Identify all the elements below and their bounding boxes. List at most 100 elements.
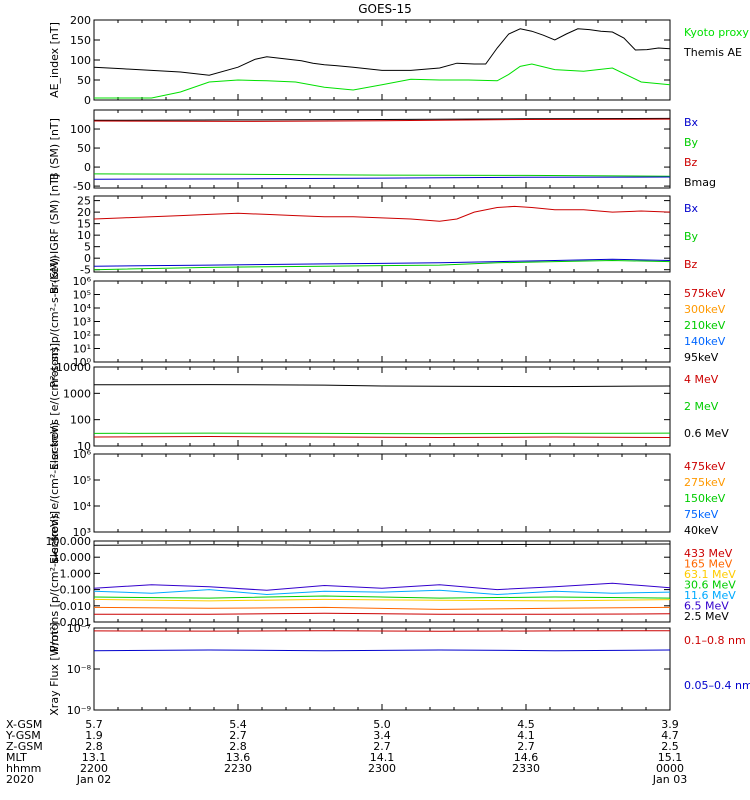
y-tick-label: 50 bbox=[77, 142, 91, 155]
y-axis-label: AE_index [nT] bbox=[48, 22, 61, 98]
y-tick-label: 10⁶ bbox=[73, 275, 92, 288]
series-2-mev bbox=[93, 432, 671, 435]
y-tick-label: 10⁵ bbox=[73, 474, 91, 487]
legend-475kev: 475keV bbox=[684, 460, 726, 473]
series-kyoto-proxy-ae bbox=[94, 63, 671, 99]
panel-0: 0 50 100 150 200 AE_index [nT] Kyoto proxy AE T… bbox=[48, 14, 750, 107]
legend-0-05-0-4-nm: 0.05–0.4 nm bbox=[684, 679, 750, 692]
x-row-label: hhmm bbox=[6, 762, 41, 775]
y-axis-label: B (SM)-IGRF (SM) [nT] bbox=[48, 174, 61, 294]
series-themis-ae bbox=[93, 28, 671, 76]
x-row-value: 3.4 bbox=[373, 729, 391, 742]
y-tick-label: 20 bbox=[77, 206, 91, 219]
y-tick-label: 100 bbox=[70, 123, 91, 136]
series-165-mev bbox=[93, 606, 671, 610]
legend-0-6-mev: 0.6 MeV bbox=[684, 427, 729, 440]
series-bx bbox=[93, 258, 671, 267]
series-0-1-0-8-nm bbox=[93, 630, 671, 632]
panel-frame bbox=[93, 627, 671, 711]
y-axis-label: Protons [p/(cm²-s-sr-keV)] bbox=[48, 511, 61, 652]
x-row-value: 5.4 bbox=[229, 718, 247, 731]
x-row-value: 13.6 bbox=[226, 751, 251, 764]
x-row-label: Y-GSM bbox=[5, 729, 41, 742]
legend-bx: Bx bbox=[684, 202, 699, 215]
y-tick-label: 10.000 bbox=[53, 551, 92, 564]
legend-2: Bx By Bz bbox=[684, 202, 699, 271]
y-axis-label: Electrons e/(cm²-s-sr-keV) bbox=[48, 422, 61, 564]
y-tick-label: 0 bbox=[84, 161, 91, 174]
y-tick-label: 10² bbox=[73, 329, 91, 342]
series-433-mev bbox=[94, 612, 671, 615]
y-tick-label: 10⁶ bbox=[73, 448, 92, 461]
series-bz bbox=[93, 118, 671, 122]
legend-75kev: 75keV bbox=[684, 508, 719, 521]
legend-3: 575keV 300keV 210keV 140keV 95keV bbox=[684, 287, 726, 364]
x-row-value: 2.8 bbox=[229, 740, 247, 753]
x-row-label: MLT bbox=[6, 751, 27, 764]
x-row-value: 2.5 bbox=[661, 740, 679, 753]
x-row-value: 5.0 bbox=[373, 718, 391, 731]
legend-433-mev: 433 MeV bbox=[684, 547, 733, 560]
legend-kyoto-proxy-ae: Kyoto proxy AE bbox=[684, 26, 750, 39]
legend-bmag: Bmag bbox=[684, 176, 716, 189]
panel-frame bbox=[93, 19, 671, 101]
series-2-5-mev bbox=[93, 543, 671, 546]
panel-5: 10³ 10⁴ 10⁵ 10⁶ Electrons e/(cm²-s-sr-keV) 47… bbox=[48, 422, 726, 564]
panel-1: -50 0 50 100 B (SM) [nT] Bx By Bz Bmag bbox=[48, 109, 716, 193]
series-by bbox=[93, 259, 671, 271]
y-tick-label: 0 bbox=[84, 94, 91, 107]
y-tick-label: 100.000 bbox=[46, 535, 92, 548]
y-tick-label: 100 bbox=[70, 414, 91, 427]
y-tick-label: 50 bbox=[77, 74, 91, 87]
legend-by: By bbox=[684, 136, 699, 149]
x-row-value: 4.5 bbox=[517, 718, 535, 731]
legend-themis-ae: Themis AE bbox=[683, 46, 742, 59]
legend-4: 4 MeV 2 MeV 0.6 MeV bbox=[684, 373, 729, 440]
panel-frame bbox=[93, 280, 671, 363]
legend-95kev: 95keV bbox=[684, 351, 719, 364]
legend-1: Bx By Bz Bmag bbox=[684, 116, 716, 189]
y-tick-label: 0.100 bbox=[60, 584, 92, 597]
x-row-label: Z-GSM bbox=[6, 740, 43, 753]
x-row-value: 13.1 bbox=[82, 751, 107, 764]
series-bmag bbox=[93, 117, 671, 121]
y-tick-label: 10⁰ bbox=[73, 356, 92, 369]
series-63-1-mev bbox=[93, 598, 671, 602]
legend-165-mev: 165 MeV bbox=[684, 558, 733, 571]
y-tick-label: 10⁴ bbox=[73, 500, 92, 513]
y-axis-label: B (SM) [nT] bbox=[48, 118, 61, 180]
figure-title: GOES-15 bbox=[358, 2, 412, 16]
y-tick-label: 150 bbox=[70, 34, 91, 47]
legend-bz: Bz bbox=[684, 258, 698, 271]
y-tick-label: 25 bbox=[77, 195, 91, 208]
legend-63-1-mev: 63.1 MeV bbox=[684, 568, 736, 581]
y-tick-label: 10⁻⁷ bbox=[67, 622, 91, 635]
x-row-value: 14.6 bbox=[514, 751, 539, 764]
y-tick-label: 10⁵ bbox=[73, 289, 91, 302]
y-axis-label: Protons p/(cm²-s-sr-keV) bbox=[48, 255, 61, 388]
x-row-label: X-GSM bbox=[6, 718, 42, 731]
y-tick-label: 0.010 bbox=[60, 600, 92, 613]
legend-6-5-mev: 6.5 MeV bbox=[684, 600, 729, 613]
x-row-value: 14.1 bbox=[370, 751, 395, 764]
legend-150kev: 150keV bbox=[684, 492, 726, 505]
legend-40kev: 40keV bbox=[684, 524, 719, 537]
x-row-value: 2300 bbox=[368, 762, 396, 775]
x-row-value: 5.7 bbox=[85, 718, 103, 731]
x-row-value: 2.8 bbox=[85, 740, 103, 753]
legend-575kev: 575keV bbox=[684, 287, 726, 300]
y-tick-label: 10⁻⁹ bbox=[67, 704, 91, 717]
series-by bbox=[93, 173, 671, 177]
x-axis-table: X-GSM 5.7 5.4 5.0 4.5 3.9Y-GSM 1.9 2.7 3.4 4.1 4.7… bbox=[5, 718, 687, 786]
y-axis-label: Electrons [e/(cm²-s-sr)] bbox=[48, 343, 61, 470]
y-tick-label: -50 bbox=[73, 180, 91, 193]
x-row-value: 2200 bbox=[80, 762, 108, 775]
x-row-value: 4.1 bbox=[517, 729, 535, 742]
x-row-value: 2.7 bbox=[517, 740, 535, 753]
y-tick-label: 10³ bbox=[73, 526, 91, 539]
x-row-value: Jan 03 bbox=[652, 773, 687, 786]
